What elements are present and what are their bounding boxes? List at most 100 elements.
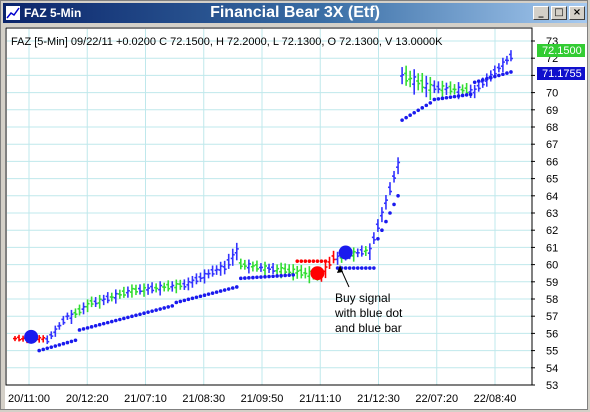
stop-dot xyxy=(380,228,384,232)
stop-dot xyxy=(150,309,154,313)
price-bar xyxy=(154,283,159,293)
x-tick-label: 21/11:10 xyxy=(299,393,341,405)
price-bar xyxy=(125,286,130,298)
blue-signal-dot xyxy=(338,245,353,260)
price-bar xyxy=(49,331,54,340)
stop-dot xyxy=(368,266,372,270)
x-tick-label: 20/11:00 xyxy=(8,393,50,405)
stop-dot xyxy=(291,273,296,277)
x-tick-label: 22/08:40 xyxy=(474,393,517,405)
stop-dot xyxy=(311,259,316,263)
stop-dot xyxy=(142,311,146,316)
price-bar xyxy=(97,294,102,309)
stop-dot xyxy=(45,346,50,351)
price-bar xyxy=(335,251,340,265)
stop-dot xyxy=(126,315,130,320)
price-bar xyxy=(178,279,183,290)
stop-dot xyxy=(194,295,199,300)
price-bar xyxy=(400,67,405,85)
price-bar xyxy=(476,81,481,92)
price-bar xyxy=(234,242,239,261)
price-bar xyxy=(371,232,376,245)
stop-dot xyxy=(323,259,328,263)
stop-dot xyxy=(295,259,300,263)
stop-dot xyxy=(77,328,82,332)
price-bar xyxy=(254,260,259,272)
stop-dot xyxy=(319,259,324,263)
stop-dot xyxy=(372,266,376,270)
price-bar xyxy=(388,182,392,196)
stop-dot xyxy=(384,219,388,224)
price-bar xyxy=(416,73,421,91)
stop-dot xyxy=(408,113,412,118)
stop-dot xyxy=(130,314,134,319)
stop-dot xyxy=(41,347,46,352)
stop-dot xyxy=(73,338,78,343)
price-bar xyxy=(396,157,401,175)
x-axis: 20/11:00 20/12:20 21/07:10 21/08:30 21/09:50… xyxy=(8,393,516,405)
price-chart[interactable]: FAZ [5-Min] 09/22/11 +0.0200 C 72.1500, … xyxy=(5,27,587,409)
stop-dot xyxy=(255,275,259,280)
price-bar xyxy=(117,289,122,299)
stop-dot xyxy=(376,237,380,241)
stop-price-value: 71.1755 xyxy=(542,68,582,80)
title-bar[interactable]: FAZ 5-Min Financial Bear 3X (Etf) _ □ × xyxy=(3,3,587,23)
price-bar xyxy=(331,250,336,264)
price-bar xyxy=(267,263,272,274)
price-bar xyxy=(186,277,191,291)
stop-dot xyxy=(493,74,497,79)
stop-dot xyxy=(218,289,223,293)
stop-dot xyxy=(114,318,118,323)
minimize-button[interactable]: _ xyxy=(533,6,549,20)
stop-dot xyxy=(138,312,142,317)
price-bar xyxy=(226,253,231,269)
last-price-badge: 72.1500 xyxy=(537,44,585,57)
price-bar xyxy=(133,284,138,296)
y-tick-label: 72 xyxy=(546,53,558,65)
annotation-line-1: Buy signal xyxy=(335,291,390,305)
stop-dot xyxy=(162,306,166,310)
last-price-badge-bg xyxy=(537,44,585,57)
price-bar xyxy=(138,284,142,295)
stop-dot xyxy=(392,202,396,207)
y-tick-label: 59 xyxy=(546,277,558,289)
maximize-button[interactable]: □ xyxy=(551,6,567,20)
arrow-head-icon xyxy=(337,265,343,273)
price-bar xyxy=(81,302,86,315)
stop-dot xyxy=(484,77,489,81)
price-bar xyxy=(150,282,155,294)
y-tick-label: 67 xyxy=(546,139,558,151)
chart-area[interactable]: FAZ [5-Min] 09/22/11 +0.0200 C 72.1500, … xyxy=(5,27,587,409)
stop-dot xyxy=(497,73,501,78)
buy-signal-annotation: Buy signal with blue dot and blue bar xyxy=(334,265,403,335)
stop-price-badge-bg xyxy=(537,67,585,80)
stop-dot xyxy=(464,93,469,97)
stop-dot xyxy=(190,296,195,301)
price-bar xyxy=(295,265,300,279)
close-button[interactable]: × xyxy=(569,6,585,20)
price-bar xyxy=(496,63,501,73)
y-tick-label: 65 xyxy=(546,174,558,186)
price-bar xyxy=(436,81,441,94)
stop-dot xyxy=(158,307,162,311)
y-tick-label: 58 xyxy=(546,294,558,306)
stop-dot xyxy=(247,276,251,280)
stop-dot xyxy=(206,292,211,296)
stop-dot xyxy=(243,276,247,280)
x-tick-label: 21/12:30 xyxy=(357,393,400,405)
price-bar xyxy=(194,273,199,285)
x-tick-label: 22/07:20 xyxy=(415,393,458,405)
price-bar xyxy=(170,281,175,292)
stop-dot xyxy=(118,317,122,322)
stop-dot xyxy=(468,92,473,97)
stop-dot xyxy=(234,285,239,289)
price-bar xyxy=(93,297,98,308)
stop-dot xyxy=(134,313,138,318)
stop-dot xyxy=(85,326,90,330)
price-bar xyxy=(57,322,62,330)
price-bar xyxy=(218,261,223,276)
price-bar xyxy=(246,259,251,274)
price-bar xyxy=(13,335,17,342)
stop-dot xyxy=(279,273,283,278)
price-bar xyxy=(198,272,203,283)
